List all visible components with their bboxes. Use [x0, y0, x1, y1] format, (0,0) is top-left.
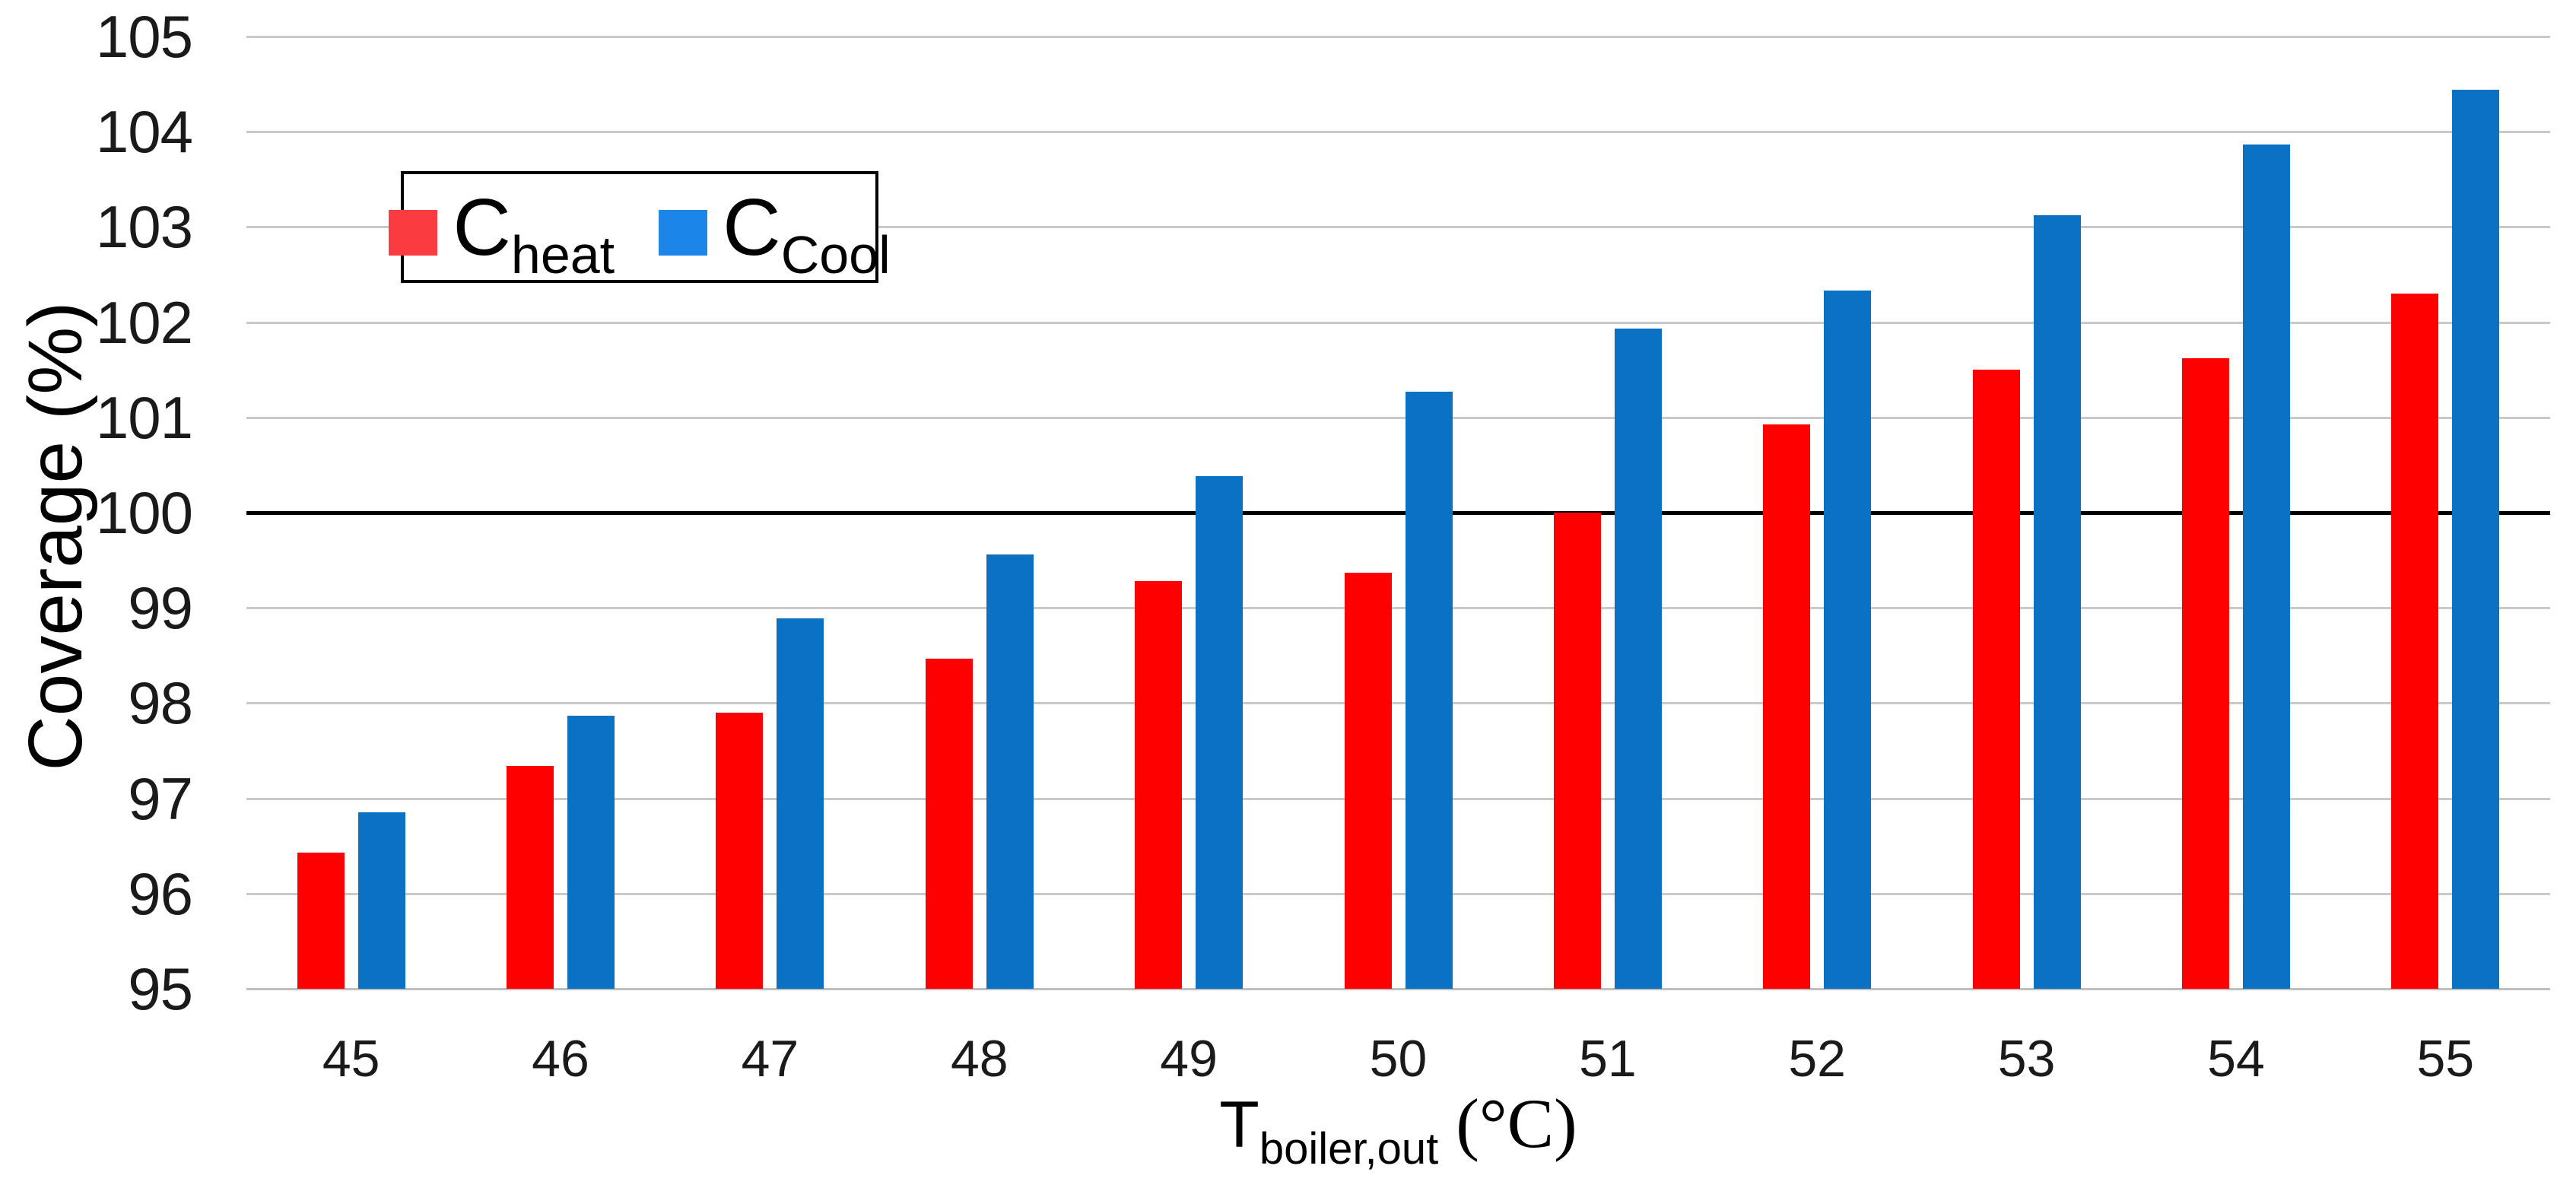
legend-item-cool: CCool — [659, 187, 891, 281]
x-tick-label-46: 46 — [532, 1030, 589, 1088]
x-tick-label-48: 48 — [950, 1030, 1008, 1088]
legend-label-cool: CCool — [723, 187, 891, 281]
bar-heat-45 — [297, 853, 345, 989]
gridline-97 — [246, 797, 2550, 800]
x-axis-title: Tboiler,out (°C) — [246, 1083, 2550, 1174]
x-tick-label-54: 54 — [2207, 1030, 2265, 1088]
legend-label-subscript: heat — [510, 224, 615, 284]
legend-swatch-heat — [389, 209, 438, 256]
gridline-103 — [246, 226, 2550, 229]
bar-heat-54 — [2182, 358, 2229, 989]
bar-cool-45 — [357, 812, 405, 989]
bar-heat-52 — [1763, 424, 1811, 989]
legend-label-symbol: C — [723, 182, 781, 272]
gridline-102 — [246, 321, 2550, 324]
bar-cool-52 — [1824, 291, 1872, 989]
y-tick-label-99: 99 — [128, 574, 193, 642]
bar-heat-51 — [1553, 513, 1601, 989]
legend-label-heat: Cheat — [453, 187, 615, 281]
legend-label-subscript: Cool — [780, 224, 891, 284]
x-tick-label-47: 47 — [741, 1030, 799, 1088]
x-tick-label-55: 55 — [2416, 1030, 2475, 1088]
y-tick-label-95: 95 — [128, 955, 193, 1022]
y-tick-label-98: 98 — [128, 669, 193, 737]
x-tick-label-52: 52 — [1788, 1030, 1846, 1088]
bar-cool-54 — [2243, 144, 2290, 989]
x-axis-title-subscript: boiler,out — [1259, 1124, 1439, 1174]
x-axis-title-unit: (°C) — [1438, 1085, 1577, 1162]
bar-heat-48 — [925, 658, 973, 989]
legend-swatch-cool — [659, 209, 708, 256]
y-tick-label-104: 104 — [95, 98, 193, 166]
x-tick-label-51: 51 — [1579, 1030, 1637, 1088]
gridline-95 — [246, 988, 2550, 990]
y-tick-label-105: 105 — [95, 3, 193, 70]
y-tick-label-103: 103 — [95, 193, 193, 261]
legend: Cheat CCool — [389, 171, 891, 283]
legend-item-heat: Cheat — [389, 187, 615, 281]
bar-cool-46 — [567, 715, 615, 989]
gridline-99 — [246, 607, 2550, 610]
bar-heat-49 — [1135, 581, 1183, 989]
bar-heat-53 — [1972, 370, 2020, 989]
bar-heat-55 — [2391, 294, 2439, 989]
reference-line-100 — [246, 510, 2550, 515]
x-axis-title-symbol: T — [1219, 1088, 1259, 1161]
gridline-98 — [246, 702, 2550, 705]
bar-cool-51 — [1614, 329, 1662, 989]
x-tick-label-53: 53 — [1997, 1030, 2056, 1088]
gridline-105 — [246, 36, 2550, 38]
gridline-101 — [246, 416, 2550, 419]
bar-cool-55 — [2452, 90, 2500, 989]
bar-cool-53 — [2033, 215, 2081, 989]
gridline-104 — [246, 131, 2550, 134]
bar-cool-47 — [777, 618, 824, 989]
legend-label-symbol: C — [453, 182, 511, 272]
y-tick-label-97: 97 — [128, 764, 193, 832]
y-tick-label-102: 102 — [95, 288, 193, 356]
y-tick-label-101: 101 — [95, 383, 193, 451]
bar-cool-50 — [1405, 392, 1453, 989]
bar-heat-46 — [507, 766, 554, 989]
bar-heat-47 — [716, 712, 764, 989]
y-tick-label-96: 96 — [128, 859, 193, 927]
x-tick-label-50: 50 — [1369, 1030, 1428, 1088]
x-tick-label-49: 49 — [1160, 1030, 1218, 1088]
x-tick-label-45: 45 — [322, 1030, 380, 1088]
bar-cool-49 — [1196, 476, 1244, 989]
bar-cool-48 — [986, 554, 1034, 989]
bar-heat-50 — [1344, 572, 1392, 989]
gridline-96 — [246, 892, 2550, 895]
y-tick-label-100: 100 — [95, 479, 193, 546]
